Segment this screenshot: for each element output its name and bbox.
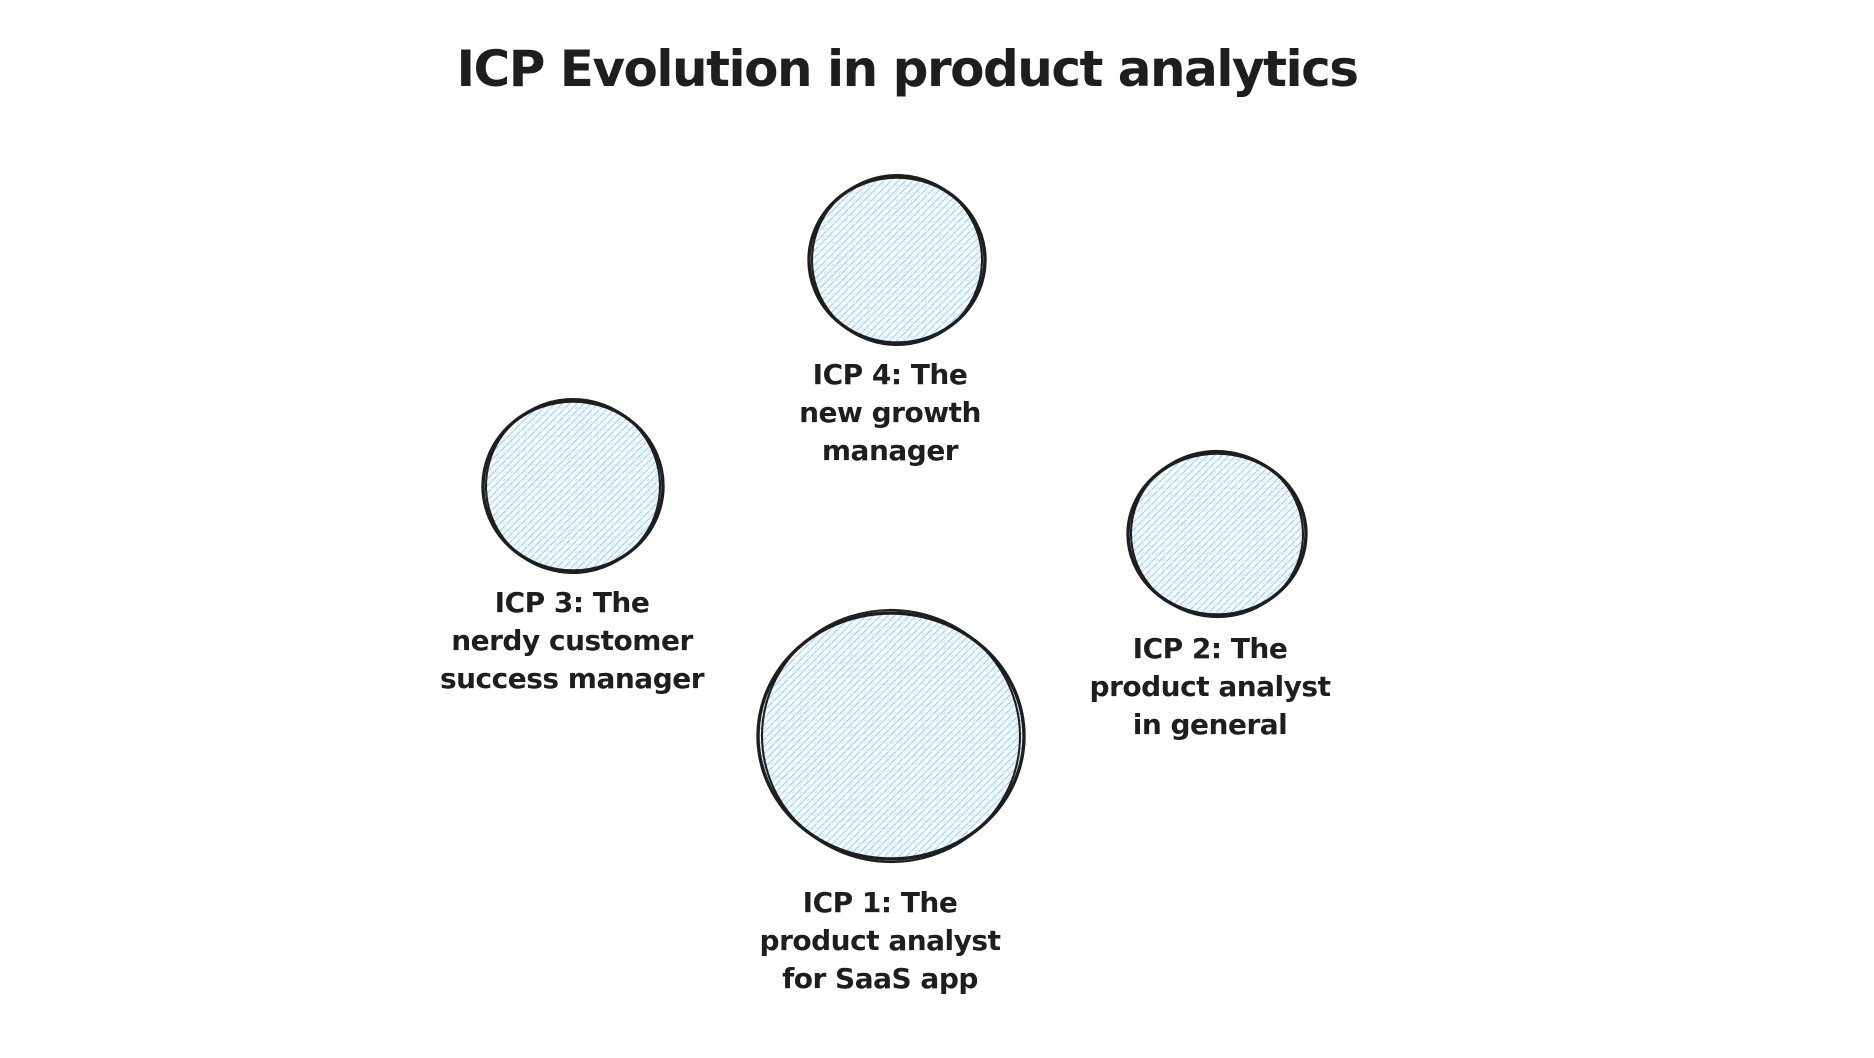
icp-3-label: ICP 3: The nerdy customer success manage…	[439, 586, 705, 695]
icp-1-label: ICP 1: The product analyst for SaaS app	[759, 886, 1001, 995]
icp-4-circle-fill	[809, 177, 985, 343]
icp-1-circle	[756, 608, 1026, 864]
icp-2-circle	[1126, 449, 1308, 619]
icp-3-circle	[481, 397, 665, 575]
icp-4-label: ICP 4: The new growth manager	[799, 358, 981, 467]
icp-3-circle-fill	[483, 401, 663, 571]
icp-4-circle-outline-sketch	[810, 173, 984, 347]
icp-3-circle-outline-sketch	[484, 397, 662, 575]
diagram-title: ICP Evolution in product analytics	[456, 40, 1359, 98]
icp-1-circle-outline	[756, 611, 1026, 861]
icp-4-circle-outline	[807, 175, 987, 345]
icp-1-circle-fill	[758, 613, 1024, 859]
icp-1-circle-outline-sketch	[760, 608, 1022, 864]
icp-2-label: ICP 2: The product analyst in general	[1089, 632, 1331, 741]
icp-2-circle-outline-sketch	[1129, 449, 1305, 619]
icp-2-circle-fill	[1128, 453, 1306, 615]
icp-4-circle	[807, 173, 987, 347]
icp-3-circle-outline	[481, 399, 665, 573]
icp-2-circle-outline	[1126, 451, 1308, 617]
